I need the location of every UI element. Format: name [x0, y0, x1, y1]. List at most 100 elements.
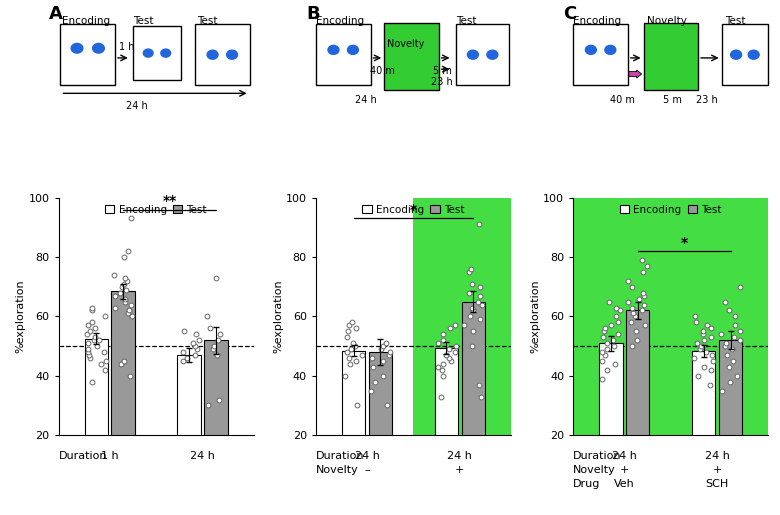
Point: [596, 374, 608, 383]
Legend: Encoding, Test: Encoding, Test: [101, 200, 211, 219]
Point: [214, 330, 226, 338]
Point: [466, 342, 478, 350]
Point: [126, 312, 138, 320]
Point: [118, 357, 130, 365]
Text: 5 m: 5 m: [663, 95, 682, 105]
Circle shape: [467, 50, 478, 59]
Point: [367, 363, 379, 371]
Point: [601, 339, 613, 347]
Point: [369, 377, 381, 386]
Point: [693, 345, 706, 353]
Point: [381, 401, 393, 409]
Point: [445, 324, 457, 332]
Text: +: +: [619, 465, 629, 475]
Point: [377, 357, 389, 365]
Point: [89, 324, 101, 332]
Circle shape: [226, 50, 238, 59]
Point: [604, 321, 617, 330]
Point: [344, 360, 356, 368]
Point: [474, 392, 487, 401]
Point: [211, 336, 224, 345]
Point: [341, 333, 353, 341]
Point: [437, 372, 449, 380]
Point: [733, 283, 746, 291]
Point: [177, 348, 190, 356]
Text: Novelty: Novelty: [316, 465, 359, 475]
Point: [457, 321, 470, 330]
Point: [608, 342, 620, 350]
Text: +: +: [713, 465, 722, 475]
Point: [191, 345, 204, 353]
Bar: [434, 348, 458, 494]
Text: 23 h: 23 h: [431, 77, 452, 87]
Point: [725, 377, 737, 386]
Point: [86, 377, 98, 386]
Point: [204, 324, 216, 332]
Point: [626, 318, 638, 327]
Point: [440, 351, 452, 359]
Point: [86, 306, 98, 315]
Point: [691, 372, 704, 380]
Bar: [112, 291, 135, 494]
Circle shape: [348, 45, 359, 55]
Point: [466, 303, 478, 312]
Point: [697, 330, 709, 338]
Text: 24 h: 24 h: [448, 451, 472, 460]
Point: [213, 396, 225, 404]
Bar: [84, 339, 108, 494]
Point: [729, 321, 742, 330]
Point: [121, 277, 133, 285]
Point: [471, 298, 484, 306]
Point: [345, 345, 357, 353]
Point: [342, 327, 354, 335]
Point: [700, 321, 713, 330]
Point: [122, 310, 134, 318]
Point: [595, 357, 608, 365]
Point: [639, 321, 651, 330]
Point: [84, 354, 97, 362]
Point: [377, 372, 389, 380]
Text: Encoding: Encoding: [316, 16, 364, 26]
Bar: [573, 24, 628, 85]
Legend: Encoding, Test: Encoding, Test: [615, 200, 726, 219]
Point: [718, 298, 731, 306]
Circle shape: [71, 43, 83, 53]
Text: Duration: Duration: [573, 451, 622, 460]
Point: [690, 318, 702, 327]
Point: [694, 342, 707, 350]
Point: [610, 312, 622, 320]
Point: [436, 366, 448, 374]
Y-axis label: %exploration: %exploration: [16, 280, 26, 353]
Point: [84, 327, 97, 335]
Point: [598, 324, 611, 332]
Circle shape: [731, 50, 742, 59]
Point: [349, 342, 361, 350]
Point: [85, 303, 98, 312]
Point: [115, 360, 127, 368]
Point: [622, 277, 634, 285]
Point: [377, 342, 389, 350]
Point: [636, 288, 649, 297]
Text: 1 h: 1 h: [101, 451, 119, 460]
Point: [123, 306, 136, 315]
Text: C: C: [563, 5, 576, 23]
Point: [202, 401, 215, 409]
Point: [374, 345, 387, 353]
Point: [124, 372, 136, 380]
Circle shape: [328, 45, 339, 55]
Circle shape: [748, 50, 759, 59]
Text: SCH: SCH: [706, 479, 729, 489]
Point: [473, 291, 486, 300]
Circle shape: [207, 50, 218, 59]
Point: [719, 339, 732, 347]
Text: Test: Test: [456, 16, 477, 26]
Bar: [599, 343, 622, 494]
Point: [476, 300, 488, 308]
Bar: [456, 24, 509, 85]
Circle shape: [604, 45, 616, 55]
Bar: [204, 340, 228, 494]
Point: [437, 336, 449, 345]
Text: 24 h: 24 h: [705, 451, 729, 460]
Point: [688, 312, 700, 320]
Point: [596, 348, 608, 356]
